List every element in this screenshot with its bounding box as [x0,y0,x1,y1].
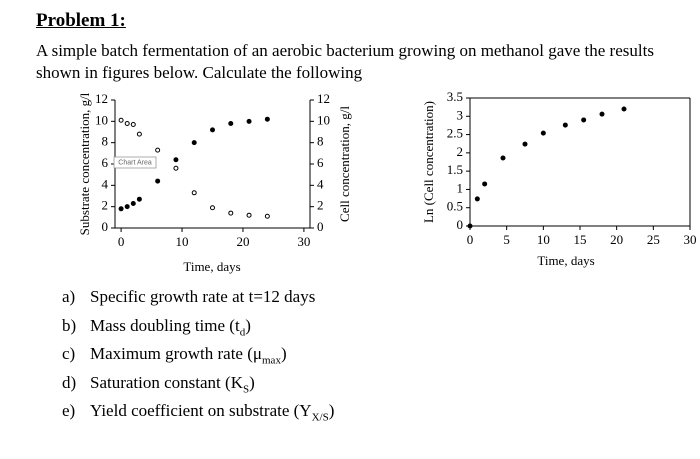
question: a) Specific growth rate at t=12 days [62,287,315,307]
data-point [191,140,197,146]
subscript: S [242,382,250,395]
data-point [191,190,197,196]
subscript: max [262,354,281,367]
y2-tick-label: 2 [317,198,324,213]
y-tick-label: 1 [457,180,464,195]
data-point [124,120,130,126]
x-tick-label: 20 [236,234,249,249]
question: e) Yield coefficient on substrate (YX/S) [62,401,334,423]
x-tick-label: 25 [647,232,660,247]
data-point [540,130,546,136]
y-tick-label: 2.5 [447,126,463,141]
y2-tick-label: 4 [317,176,324,191]
question-label: d) [62,372,77,392]
y-tick-label: 8 [102,134,109,149]
question-text: ) [328,401,335,420]
question-label: e) [62,401,76,420]
x-tick-label: 10 [176,234,189,249]
question-text: Maximum growth rate (μ [90,344,262,363]
data-point [599,111,605,117]
question: d) Saturation constant (KS) [62,373,255,395]
y-tick-label: 0.5 [447,199,463,214]
heading: Problem 1: [36,10,126,31]
y2-tick-label: 12 [317,91,330,106]
intro: A simple batch fermentation of an aerobi… [36,41,654,82]
question: c) Maximum growth rate (μmax) [62,344,287,366]
data-point [136,196,142,202]
x-tick-label: 0 [118,234,125,249]
y-tick-label: 1.5 [447,162,463,177]
data-point [118,206,124,212]
tooltip-box [113,156,157,169]
data-point [562,122,568,128]
data-point [130,200,136,206]
data-point [621,106,627,112]
y2-tick-label: 0 [317,219,324,234]
y-tick-label: 10 [95,112,108,127]
subscript: X/S [311,411,329,424]
data-point [155,178,161,184]
x-tick-label: 15 [574,232,587,247]
y2-tick-label: 8 [317,134,324,149]
question-label: c) [62,344,76,363]
data-point [173,165,179,171]
y2-tick-label: 6 [317,155,324,170]
x-axis-label: Time, days [537,253,594,268]
question-label: b) [62,315,77,335]
x-axis-label: Time, days [183,259,240,274]
y2-tick-label: 10 [317,112,330,127]
question-text: ) [249,372,255,392]
data-point [467,223,473,229]
y-tick-label: 3.5 [447,89,463,104]
y-tick-label: 0 [102,219,109,234]
data-point [136,131,142,137]
question-label: a) [62,287,76,306]
data-point [155,147,161,153]
data-point [228,120,234,126]
x-tick-label: 20 [610,232,623,247]
y-tick-label: 3 [457,107,464,122]
y-tick-label: 2 [102,198,109,213]
question-text: Mass doubling time (t [90,315,240,335]
question-text: ) [245,315,251,335]
x-tick-label: 30 [684,232,697,247]
y2-axis-label: Cell concentration, g/l [337,106,352,222]
data-point [130,122,136,128]
data-point [228,210,234,216]
subscript: d [239,325,246,338]
x-tick-label: 30 [297,234,310,249]
data-point [124,204,130,210]
y-axis-label: Substrate concentration, g/l [77,92,92,235]
y-tick-label: 0 [457,217,464,232]
x-tick-label: 5 [503,232,510,247]
data-point [173,157,179,163]
question-text: ) [280,344,287,363]
data-point [522,141,528,147]
x-tick-label: 0 [467,232,474,247]
data-point [264,213,270,219]
data-point [118,117,124,123]
question-text: Saturation constant (K [90,372,243,392]
data-point [246,118,252,124]
data-point [264,116,270,122]
question-text: Specific growth rate at t=12 days [90,287,316,306]
question-text: Yield coefficient on substrate (Y [90,401,312,420]
data-point [210,205,215,211]
y-tick-label: 12 [95,91,108,106]
y-tick-label: 6 [102,155,109,170]
question: b) Mass doubling time (td) [62,316,251,338]
data-point [246,212,252,218]
data-point [482,181,488,187]
y-axis-label: Ln (Cell concentration) [421,101,436,223]
data-point [581,117,587,123]
data-point [210,127,215,133]
y-tick-label: 2 [457,144,464,159]
tooltip: Chart Area [118,159,152,166]
x-tick-label: 10 [537,232,550,247]
y-tick-label: 4 [102,176,109,191]
data-point [500,155,506,161]
data-point [474,196,480,202]
